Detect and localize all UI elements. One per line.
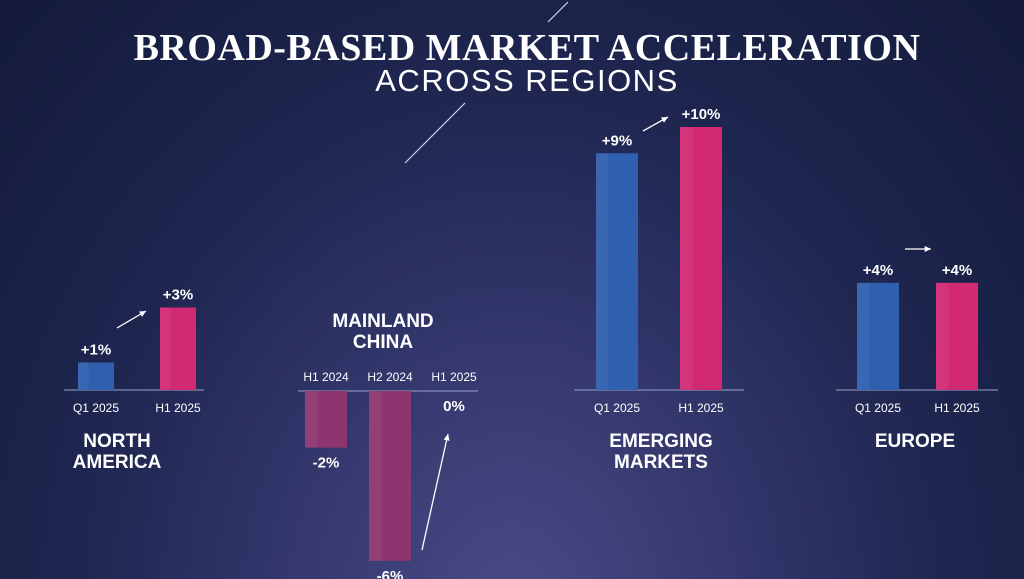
region-label-mainland-china: MAINLAND CHINA	[332, 311, 434, 353]
trend-arrow-north-america	[116, 310, 147, 329]
bar-sheen	[596, 153, 609, 390]
bar	[596, 153, 638, 390]
data-label: +9%	[602, 132, 632, 149]
bar	[857, 282, 899, 390]
tick-label: H1 2025	[678, 401, 724, 415]
tick-label: H1 2024	[303, 370, 349, 384]
bar-sheen	[160, 307, 171, 390]
data-label: +4%	[942, 262, 972, 279]
region-label-north-america: NORTH AMERICA	[72, 431, 162, 473]
data-label: +10%	[682, 106, 721, 123]
bar	[78, 362, 114, 390]
bar	[680, 127, 722, 390]
data-label: -2%	[313, 455, 340, 472]
data-label: +3%	[163, 287, 193, 304]
region-label-emerging-markets: EMERGING MARKETS	[609, 431, 713, 473]
page-title: BROAD-BASED MARKET ACCELERATION	[133, 27, 921, 69]
bar-sheen	[680, 127, 693, 390]
tick-label: Q1 2025	[594, 401, 640, 415]
tick-label: Q1 2025	[73, 401, 119, 415]
bar	[305, 391, 347, 448]
tick-label: H2 2024	[367, 370, 413, 384]
tick-label: Q1 2025	[855, 401, 901, 415]
tick-label: H1 2025	[155, 401, 201, 415]
trend-arrow-europe	[905, 245, 931, 253]
tick-label: H1 2025	[934, 401, 980, 415]
data-label: 0%	[443, 398, 465, 415]
trend-arrow-emerging-markets	[642, 116, 669, 132]
bar-sheen	[936, 282, 949, 390]
data-label: +1%	[81, 342, 111, 359]
page-subtitle: ACROSS REGIONS	[375, 63, 679, 98]
region-label-europe: EUROPE	[874, 431, 956, 452]
bar	[369, 391, 411, 561]
bar-sheen	[369, 391, 382, 561]
bar-sheen	[857, 282, 870, 390]
bar	[160, 307, 196, 390]
data-label: -6%	[377, 568, 404, 579]
data-label: +4%	[863, 262, 893, 279]
bar-sheen	[78, 362, 89, 390]
tick-label: H1 2025	[431, 370, 477, 384]
bar-sheen	[305, 391, 318, 448]
trend-arrow-mainland-china	[421, 433, 450, 551]
bar	[936, 282, 978, 390]
